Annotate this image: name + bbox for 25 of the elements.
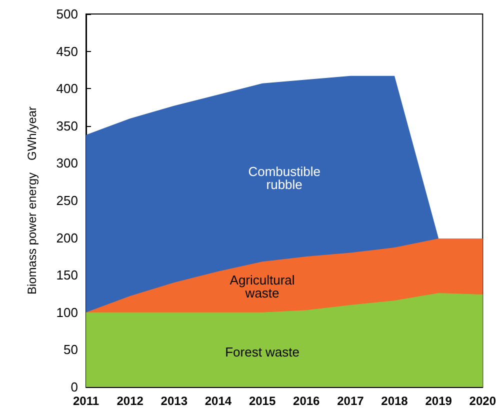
y-tick-label: 350 (56, 118, 78, 134)
series-label: Combustible rubble (248, 164, 320, 192)
x-tick-label: 2019 (425, 394, 452, 408)
y-tick-label: 450 (56, 44, 78, 59)
y-tick-label: 400 (56, 81, 78, 96)
y-tick-label: 300 (56, 156, 78, 171)
x-tick-label: 2020 (469, 394, 496, 408)
x-tick-label: 2013 (160, 394, 188, 408)
x-tick-label: 2011 (72, 394, 100, 408)
y-tick-label: 50 (64, 342, 78, 358)
y-tick-label: 0 (70, 380, 78, 394)
series-label: Forest waste (225, 344, 300, 360)
y-axis-title: Biomass power energy GWh/year (25, 106, 39, 295)
x-tick-label: 2014 (204, 394, 232, 408)
y-tick-label: 250 (56, 193, 78, 208)
x-tick-label: 2017 (337, 394, 364, 408)
series-label: Agricultural waste (230, 272, 295, 300)
y-tick-label: 100 (56, 304, 78, 320)
x-tick-label: 2016 (293, 394, 320, 408)
x-tick-label: 2018 (381, 394, 408, 408)
x-tick-label: 2012 (116, 394, 144, 408)
y-tick-label: 150 (56, 268, 78, 283)
x-tick-label: 2015 (248, 394, 276, 408)
y-tick-label: 200 (56, 230, 78, 246)
y-tick-label: 500 (56, 6, 78, 22)
